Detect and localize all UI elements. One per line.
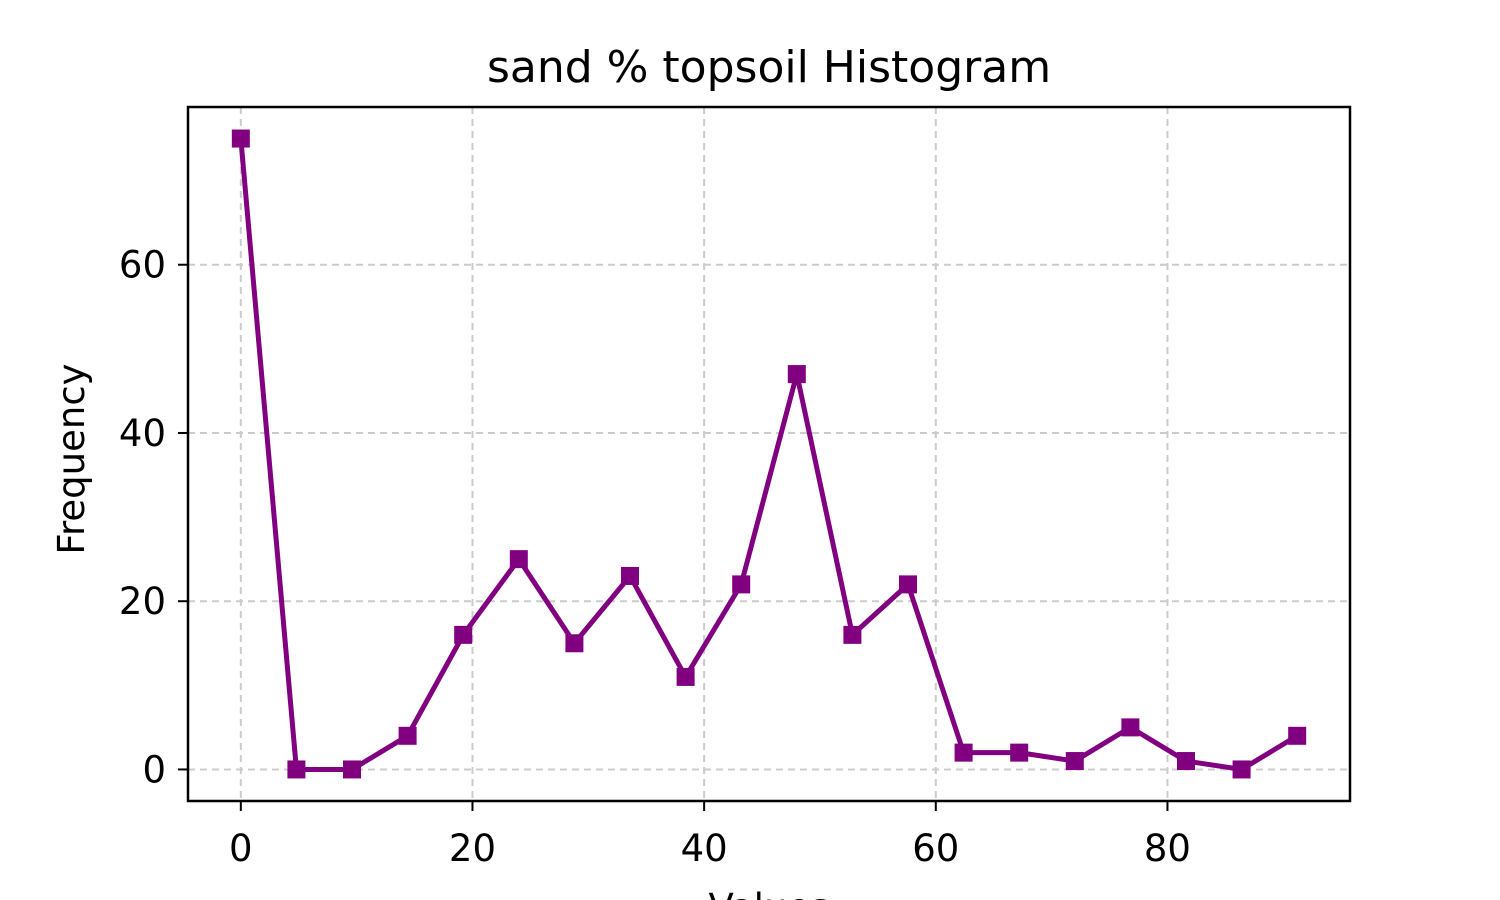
data-point-marker <box>454 625 473 644</box>
data-point-marker <box>1065 752 1084 771</box>
series-layer <box>231 129 1307 779</box>
data-point-marker <box>898 575 917 594</box>
data-point-marker <box>1176 752 1195 771</box>
series-line <box>238 136 1300 772</box>
data-point-marker <box>954 743 973 762</box>
data-point-marker <box>398 726 417 745</box>
axis-ticks: 0 20 40 60 80 0 20 40 60 <box>119 244 1191 870</box>
data-point-marker <box>621 566 640 585</box>
x-tick-label: 60 <box>912 827 959 870</box>
x-tick-label: 40 <box>681 827 728 870</box>
data-point-marker <box>343 760 362 779</box>
x-tick-label: 20 <box>449 827 496 870</box>
data-point-marker <box>231 129 250 148</box>
data-point-marker <box>843 625 862 644</box>
x-tick-label: 0 <box>229 827 253 870</box>
y-axis-label: Frequency <box>50 363 93 554</box>
chart-title: sand % topsoil Histogram <box>487 42 1051 93</box>
data-point-marker <box>787 365 806 384</box>
y-tick-label: 0 <box>142 748 166 791</box>
x-axis-label: Values <box>709 886 830 900</box>
data-point-marker <box>1121 718 1140 737</box>
data-point-marker <box>676 667 695 686</box>
data-point-marker <box>287 760 306 779</box>
y-tick-label: 60 <box>119 244 166 287</box>
x-tick-label: 80 <box>1144 827 1191 870</box>
y-tick-label: 40 <box>119 412 166 455</box>
data-point-marker <box>509 550 528 569</box>
data-point-marker <box>1288 726 1307 745</box>
data-point-marker <box>1232 760 1251 779</box>
data-point-marker <box>1010 743 1029 762</box>
data-point-marker <box>565 634 584 653</box>
grid-lines <box>188 107 1350 801</box>
y-tick-label: 20 <box>119 580 166 623</box>
data-point-marker <box>732 575 751 594</box>
plot-frame <box>186 105 1352 803</box>
